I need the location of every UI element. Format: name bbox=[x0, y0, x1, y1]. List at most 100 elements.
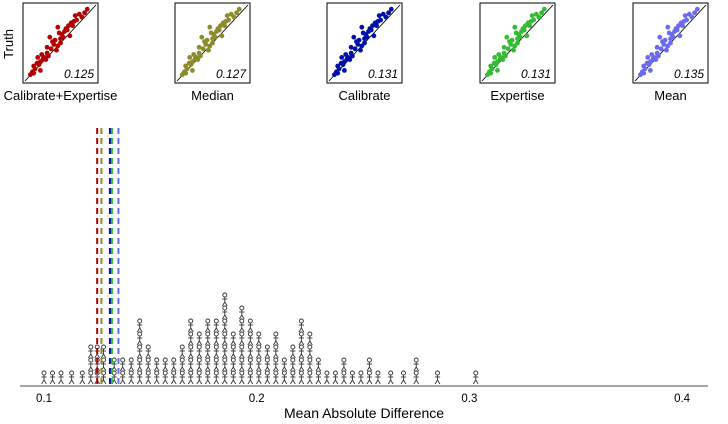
person-leg bbox=[292, 379, 296, 385]
person-leg bbox=[164, 366, 169, 372]
data-point bbox=[495, 59, 500, 65]
data-point bbox=[388, 6, 394, 12]
person-leg bbox=[213, 353, 217, 359]
person-leg bbox=[139, 379, 143, 385]
person-leg bbox=[341, 366, 345, 372]
person-leg bbox=[222, 353, 226, 359]
panel-score: 0.127 bbox=[216, 67, 247, 81]
person-leg bbox=[198, 379, 203, 385]
data-point bbox=[504, 34, 510, 40]
person-icon bbox=[88, 370, 94, 385]
person-head bbox=[298, 344, 304, 350]
person-icon bbox=[222, 370, 228, 385]
person-icon bbox=[153, 370, 160, 385]
data-point bbox=[527, 23, 532, 29]
person-head bbox=[281, 370, 287, 376]
data-point bbox=[70, 23, 75, 29]
person-icon bbox=[375, 370, 381, 385]
person-leg bbox=[239, 314, 243, 320]
person-head bbox=[349, 370, 355, 376]
person-leg bbox=[187, 327, 192, 333]
person-icon bbox=[273, 331, 279, 346]
person-leg bbox=[145, 379, 149, 385]
person-head bbox=[239, 318, 245, 324]
data-point bbox=[648, 68, 653, 73]
person-icon bbox=[472, 370, 479, 385]
person-leg bbox=[273, 353, 277, 359]
person-leg bbox=[213, 366, 217, 372]
person-head bbox=[341, 370, 347, 376]
person-head bbox=[222, 357, 228, 363]
person-icon bbox=[298, 370, 305, 385]
data-point bbox=[38, 59, 43, 65]
person-icon bbox=[366, 370, 373, 385]
person-icon bbox=[128, 357, 134, 372]
data-point bbox=[642, 66, 648, 72]
person-leg bbox=[256, 379, 260, 385]
person-leg bbox=[224, 379, 228, 385]
person-leg bbox=[335, 379, 339, 385]
person-leg bbox=[239, 340, 243, 346]
data-point bbox=[684, 17, 689, 23]
person-leg bbox=[343, 379, 347, 385]
person-icon bbox=[298, 357, 305, 372]
data-point bbox=[198, 53, 203, 59]
data-point bbox=[492, 55, 498, 60]
person-head bbox=[435, 370, 440, 376]
person-leg bbox=[88, 366, 92, 372]
data-point bbox=[336, 66, 342, 72]
data-point bbox=[523, 23, 528, 29]
data-point bbox=[32, 66, 38, 72]
data-point bbox=[529, 13, 535, 18]
person-leg bbox=[222, 327, 226, 333]
person-icon bbox=[264, 357, 271, 372]
person-leg bbox=[360, 379, 364, 385]
person-leg bbox=[241, 314, 245, 320]
person-icon bbox=[145, 357, 152, 372]
person-icon bbox=[332, 370, 339, 385]
person-head bbox=[222, 305, 228, 311]
person-leg bbox=[136, 366, 141, 372]
person-head bbox=[247, 344, 253, 350]
person-icon bbox=[187, 370, 194, 385]
person-icon bbox=[281, 370, 288, 385]
data-point bbox=[371, 33, 377, 39]
person-leg bbox=[239, 379, 243, 385]
data-point bbox=[489, 66, 495, 72]
person-head bbox=[290, 370, 296, 376]
person-leg bbox=[222, 301, 226, 307]
person-icon bbox=[239, 331, 245, 346]
person-head bbox=[239, 331, 245, 337]
person-leg bbox=[341, 379, 345, 385]
person-icon bbox=[247, 331, 254, 346]
person-head bbox=[264, 344, 270, 350]
person-icon bbox=[136, 318, 143, 333]
person-leg bbox=[139, 327, 143, 333]
person-head bbox=[230, 370, 236, 376]
person-leg bbox=[232, 366, 237, 372]
person-leg bbox=[387, 379, 392, 385]
person-head bbox=[298, 357, 304, 363]
data-point bbox=[48, 46, 54, 52]
person-leg bbox=[273, 340, 277, 346]
person-leg bbox=[413, 366, 417, 372]
person-icon bbox=[222, 318, 228, 333]
data-point bbox=[653, 57, 659, 62]
person-leg bbox=[232, 379, 237, 385]
data-point bbox=[359, 24, 365, 30]
data-point bbox=[38, 68, 43, 73]
data-point bbox=[355, 42, 361, 47]
person-head bbox=[162, 357, 168, 363]
person-icon bbox=[88, 357, 94, 372]
data-point bbox=[342, 68, 347, 73]
person-head bbox=[256, 370, 262, 376]
data-point bbox=[58, 36, 63, 42]
person-icon bbox=[222, 357, 228, 372]
person-leg bbox=[196, 340, 200, 346]
person-leg bbox=[139, 340, 143, 346]
x-tick-label: 0.3 bbox=[461, 393, 477, 405]
data-point bbox=[350, 53, 355, 59]
person-icon bbox=[256, 331, 262, 346]
person-leg bbox=[298, 379, 302, 385]
person-icon bbox=[341, 370, 347, 385]
